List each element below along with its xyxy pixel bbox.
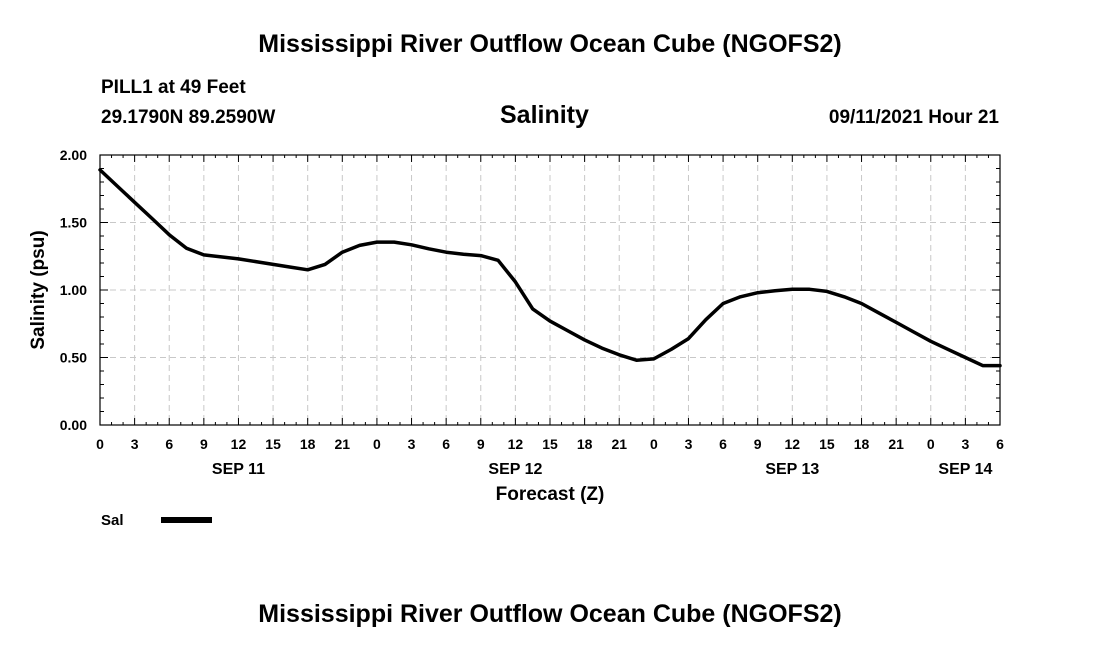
footer-title: Mississippi River Outflow Ocean Cube (NG… — [258, 600, 842, 628]
x-tick-label: 9 — [477, 436, 485, 452]
series-layer — [98, 168, 1002, 368]
x-tick-label: 6 — [996, 436, 1004, 452]
x-tick-label: 3 — [961, 436, 969, 452]
x-tick-label: 21 — [888, 436, 904, 452]
x-tick-label: 12 — [508, 436, 524, 452]
x-tick-label: 3 — [408, 436, 416, 452]
x-tick-label: 6 — [165, 436, 173, 452]
axis-labels: 0 3 6 9 12 15 18 21 0 3 6 9 12 15 18 21 0 3 6 9 12 15 18 21 0 3 6S… — [60, 147, 1004, 478]
legend-label-sal: Sal — [101, 512, 124, 529]
x-tick-label: 15 — [542, 436, 558, 452]
legend: Sal — [101, 512, 212, 529]
y-tick-label: 0.00 — [60, 417, 87, 433]
x-tick-label: 0 — [650, 436, 658, 452]
date-label: SEP 11 — [212, 461, 265, 478]
x-tick-label: 0 — [927, 436, 935, 452]
station-coordinates: 29.1790N 89.2590W — [101, 107, 276, 128]
x-tick-label: 18 — [854, 436, 870, 452]
y-axis-title: Salinity (psu) — [28, 230, 49, 349]
x-tick-label: 6 — [442, 436, 450, 452]
plot-frame — [99, 154, 1001, 426]
y-tick-label: 1.00 — [60, 282, 87, 298]
x-tick-label: 18 — [300, 436, 316, 452]
main-title: Mississippi River Outflow Ocean Cube (NG… — [258, 30, 842, 58]
series-line-sal — [98, 168, 1002, 368]
x-tick-label: 0 — [373, 436, 381, 452]
x-axis-title: Forecast (Z) — [496, 484, 605, 505]
x-tick-label: 9 — [754, 436, 762, 452]
y-tick-label: 1.50 — [60, 215, 87, 231]
x-tick-label: 12 — [231, 436, 247, 452]
x-tick-label: 21 — [335, 436, 351, 452]
station-label: PILL1 at 49 Feet — [101, 77, 246, 98]
x-tick-label: 6 — [719, 436, 727, 452]
grid-lines — [100, 155, 1000, 425]
x-tick-label: 15 — [265, 436, 281, 452]
date-label: SEP 12 — [488, 461, 542, 478]
x-tick-label: 12 — [785, 436, 801, 452]
forecast-timestamp: 09/11/2021 Hour 21 — [828, 107, 999, 128]
x-tick-label: 3 — [131, 436, 139, 452]
x-tick-label: 9 — [200, 436, 208, 452]
x-tick-label: 21 — [611, 436, 627, 452]
chart-title: Salinity — [500, 101, 589, 129]
x-tick-label: 15 — [819, 436, 835, 452]
date-label: SEP 13 — [765, 461, 819, 478]
x-tick-label: 18 — [577, 436, 593, 452]
y-tick-label: 0.50 — [60, 350, 87, 366]
y-tick-label: 2.00 — [60, 147, 87, 163]
x-tick-label: 0 — [96, 436, 104, 452]
x-tick-label: 3 — [685, 436, 693, 452]
date-label: SEP 14 — [938, 461, 992, 478]
